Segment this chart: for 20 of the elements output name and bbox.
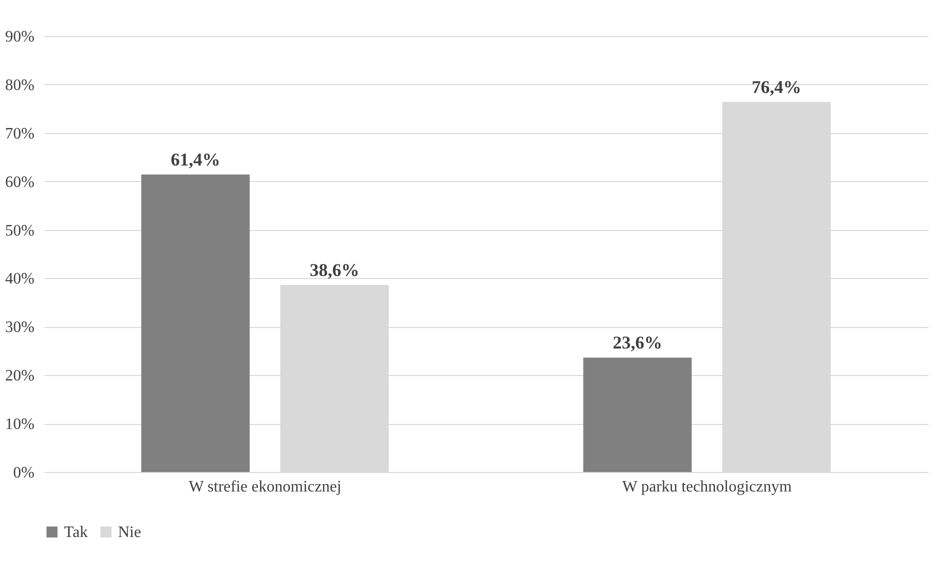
data-label: 76,4% [752, 76, 802, 97]
data-label: 38,6% [310, 260, 360, 280]
x-tick-label: W parku technologicznym [622, 478, 792, 496]
y-tick-label: 60% [5, 174, 34, 191]
x-tick-label: W strefie ekonomicznej [188, 478, 342, 496]
data-label: 23,6% [612, 332, 662, 353]
y-tick-label: 10% [5, 416, 34, 434]
y-tick-label: 90% [5, 28, 34, 46]
data-label: 61,4% [170, 150, 220, 170]
y-tick-label: 30% [5, 319, 34, 336]
y-tick-label: 80% [5, 76, 34, 94]
y-tick-label: 70% [5, 125, 34, 142]
bar [141, 174, 250, 472]
bar [583, 358, 692, 472]
y-tick-label: 0% [13, 464, 34, 482]
y-tick-label: 40% [5, 270, 34, 288]
y-tick-label: 20% [5, 368, 34, 385]
legend-label: Tak [64, 524, 88, 541]
y-tick-label: 50% [5, 222, 34, 240]
legend-label: Nie [118, 524, 142, 541]
